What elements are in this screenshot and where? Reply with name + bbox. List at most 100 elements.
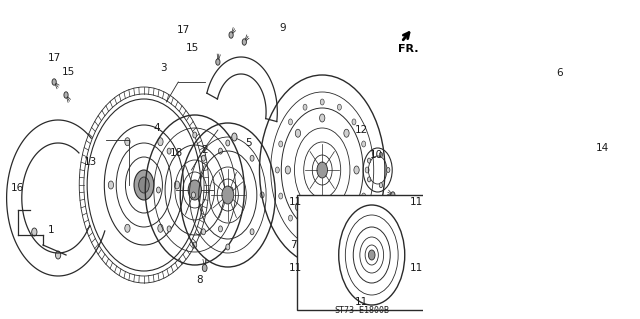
Circle shape: [349, 253, 351, 257]
Text: 3: 3: [161, 63, 167, 73]
Text: 8: 8: [196, 275, 203, 285]
Text: 12: 12: [355, 125, 368, 135]
Circle shape: [320, 99, 324, 105]
Circle shape: [362, 193, 365, 199]
Circle shape: [218, 148, 223, 154]
Circle shape: [377, 284, 380, 288]
Text: 18: 18: [170, 148, 183, 158]
Circle shape: [229, 187, 233, 193]
Circle shape: [364, 284, 366, 288]
Circle shape: [337, 104, 341, 110]
Circle shape: [157, 187, 161, 193]
Circle shape: [158, 224, 163, 232]
Circle shape: [139, 177, 149, 193]
Text: 2: 2: [202, 145, 208, 155]
Text: 6: 6: [557, 68, 563, 78]
Text: ST73-E1800B: ST73-E1800B: [334, 306, 389, 315]
Circle shape: [367, 177, 371, 182]
Circle shape: [388, 234, 390, 238]
Circle shape: [380, 183, 383, 188]
Circle shape: [222, 186, 234, 204]
Circle shape: [188, 180, 202, 200]
Circle shape: [250, 229, 254, 235]
Circle shape: [361, 238, 364, 243]
Circle shape: [167, 148, 171, 154]
Circle shape: [361, 267, 364, 272]
Circle shape: [295, 129, 301, 137]
Text: 13: 13: [84, 157, 97, 167]
Circle shape: [202, 229, 205, 235]
Text: 16: 16: [12, 183, 24, 193]
Circle shape: [56, 251, 61, 259]
Circle shape: [125, 224, 130, 232]
Circle shape: [365, 167, 369, 173]
Circle shape: [344, 129, 349, 137]
Circle shape: [354, 166, 359, 174]
Circle shape: [364, 222, 366, 226]
Circle shape: [229, 32, 233, 38]
Circle shape: [125, 138, 130, 146]
Circle shape: [353, 272, 355, 276]
Circle shape: [32, 228, 37, 236]
Text: 14: 14: [596, 143, 609, 153]
Text: 5: 5: [246, 138, 252, 148]
Text: 15: 15: [186, 43, 200, 53]
Circle shape: [191, 192, 195, 198]
Circle shape: [383, 253, 387, 257]
Text: 11: 11: [289, 197, 303, 207]
Circle shape: [202, 155, 205, 161]
Circle shape: [226, 140, 230, 146]
Circle shape: [367, 158, 371, 163]
Circle shape: [344, 203, 349, 211]
Text: 11: 11: [410, 263, 422, 273]
Text: 9: 9: [279, 23, 286, 33]
Circle shape: [275, 167, 279, 173]
Circle shape: [337, 230, 341, 236]
Circle shape: [250, 155, 254, 161]
Circle shape: [218, 226, 223, 232]
Circle shape: [320, 235, 324, 241]
Circle shape: [481, 202, 486, 210]
Circle shape: [285, 166, 291, 174]
Circle shape: [481, 134, 486, 142]
Circle shape: [216, 59, 220, 65]
Text: 1: 1: [48, 225, 55, 235]
Text: 4: 4: [153, 123, 160, 133]
Circle shape: [524, 113, 529, 121]
Text: 11: 11: [289, 263, 303, 273]
Circle shape: [303, 230, 307, 236]
Circle shape: [387, 167, 390, 173]
Bar: [297, 195, 426, 310]
Circle shape: [193, 132, 196, 138]
Circle shape: [353, 234, 355, 238]
Circle shape: [158, 138, 163, 146]
Circle shape: [279, 141, 283, 147]
Circle shape: [380, 267, 383, 272]
Text: 11: 11: [410, 197, 422, 207]
Circle shape: [232, 133, 237, 141]
Text: 17: 17: [48, 53, 61, 63]
Circle shape: [388, 272, 390, 276]
Circle shape: [295, 203, 301, 211]
Circle shape: [370, 233, 373, 238]
Circle shape: [303, 104, 307, 110]
Text: 7: 7: [291, 240, 297, 250]
Circle shape: [391, 192, 395, 198]
Circle shape: [289, 215, 292, 221]
Text: 17: 17: [177, 25, 190, 35]
Circle shape: [242, 39, 246, 45]
Text: 11: 11: [355, 297, 368, 307]
Circle shape: [543, 160, 559, 184]
Circle shape: [226, 244, 230, 250]
Circle shape: [369, 250, 375, 260]
Circle shape: [377, 222, 380, 226]
Circle shape: [260, 192, 264, 198]
Text: FR.: FR.: [398, 44, 419, 54]
Circle shape: [64, 92, 68, 98]
Circle shape: [380, 238, 383, 243]
Circle shape: [289, 119, 292, 125]
Circle shape: [357, 253, 360, 257]
Circle shape: [370, 272, 373, 278]
Circle shape: [352, 215, 356, 221]
Text: 15: 15: [61, 67, 75, 77]
